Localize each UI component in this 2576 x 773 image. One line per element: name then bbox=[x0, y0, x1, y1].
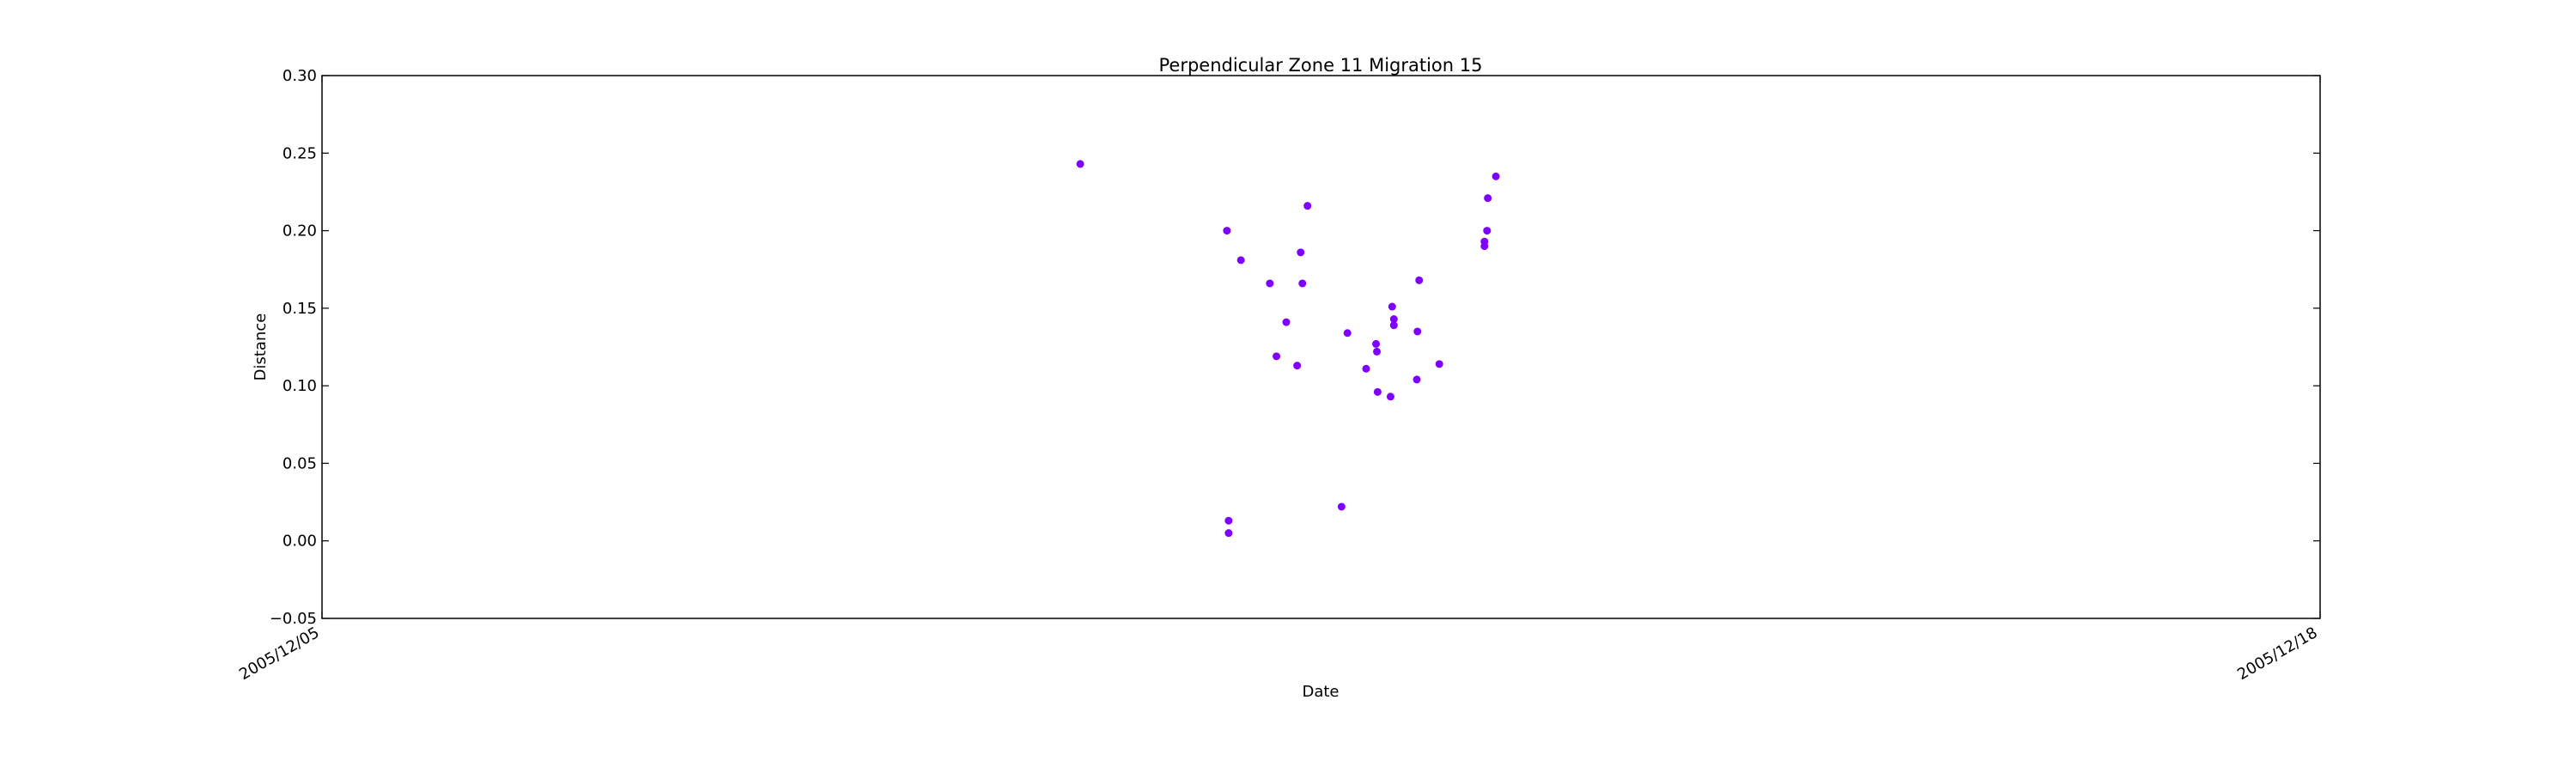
y-tick-label: 0.30 bbox=[283, 67, 317, 85]
data-point bbox=[1388, 302, 1396, 311]
y-tick-label: 0.15 bbox=[283, 300, 317, 318]
y-axis-label: Distance bbox=[252, 313, 270, 381]
data-point bbox=[1266, 279, 1274, 288]
data-point bbox=[1303, 202, 1312, 210]
data-point bbox=[1224, 529, 1233, 538]
data-point bbox=[1389, 314, 1398, 323]
data-point bbox=[1492, 172, 1500, 180]
data-point bbox=[1297, 248, 1305, 257]
chart-title: Perpendicular Zone 11 Migration 15 bbox=[1158, 55, 1482, 76]
y-tick-label: 0.20 bbox=[283, 222, 317, 240]
data-points bbox=[1076, 160, 1500, 538]
data-point bbox=[1413, 327, 1422, 336]
data-point bbox=[1373, 387, 1382, 396]
plot-frame bbox=[321, 75, 2321, 619]
y-tick-label: −0.05 bbox=[270, 610, 317, 628]
data-point bbox=[1273, 352, 1281, 361]
y-tick-label: 0.25 bbox=[283, 144, 317, 162]
data-point bbox=[1293, 362, 1302, 370]
y-axis: −0.05 0.00 0.05 0.10 0.15 0.20 0.25 0.30 bbox=[270, 67, 2320, 628]
data-point bbox=[1386, 393, 1394, 401]
data-point bbox=[1343, 329, 1352, 338]
data-point bbox=[1413, 375, 1421, 384]
data-point bbox=[1372, 339, 1381, 348]
data-point bbox=[1223, 227, 1231, 235]
data-point bbox=[1076, 160, 1084, 168]
data-point bbox=[1435, 360, 1443, 368]
data-point bbox=[1362, 364, 1370, 373]
y-tick-label: 0.05 bbox=[283, 454, 317, 472]
data-point bbox=[1298, 279, 1307, 288]
data-point bbox=[1373, 347, 1382, 356]
data-point bbox=[1389, 321, 1398, 330]
data-point bbox=[1483, 227, 1492, 235]
y-tick-label: 0.00 bbox=[283, 533, 317, 551]
x-axis-label: Date bbox=[1302, 683, 1339, 701]
data-point bbox=[1480, 242, 1489, 251]
data-point bbox=[1484, 194, 1492, 203]
data-point bbox=[1224, 516, 1233, 525]
data-point bbox=[1415, 276, 1424, 284]
data-point bbox=[1337, 502, 1346, 511]
data-point bbox=[1236, 256, 1245, 265]
data-point bbox=[1282, 318, 1291, 326]
y-tick-label: 0.10 bbox=[283, 377, 317, 395]
